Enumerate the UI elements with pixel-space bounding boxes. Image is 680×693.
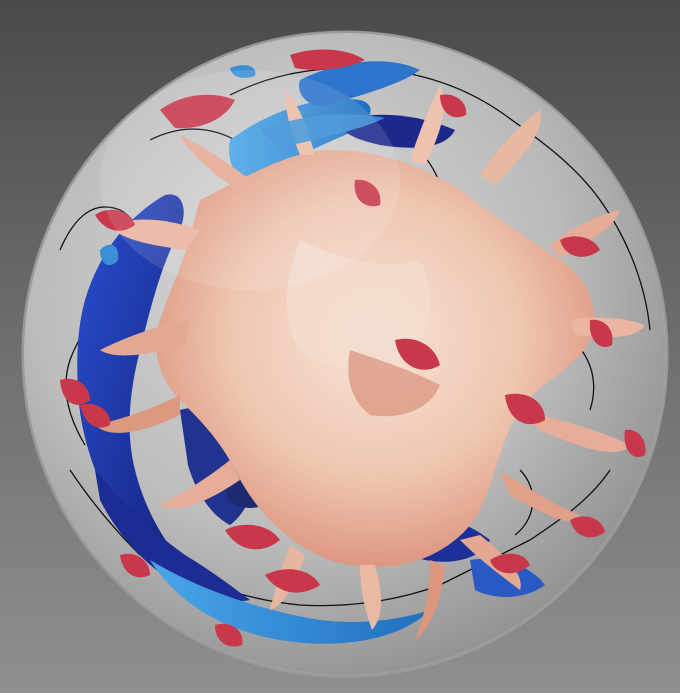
cold-light-streaks (100, 65, 385, 266)
hot-plume-network (95, 85, 645, 640)
globe-interior (59, 49, 651, 647)
globe-rim (21, 30, 669, 678)
hot-red-anomalies (60, 49, 646, 647)
shell-highlight (100, 70, 400, 290)
